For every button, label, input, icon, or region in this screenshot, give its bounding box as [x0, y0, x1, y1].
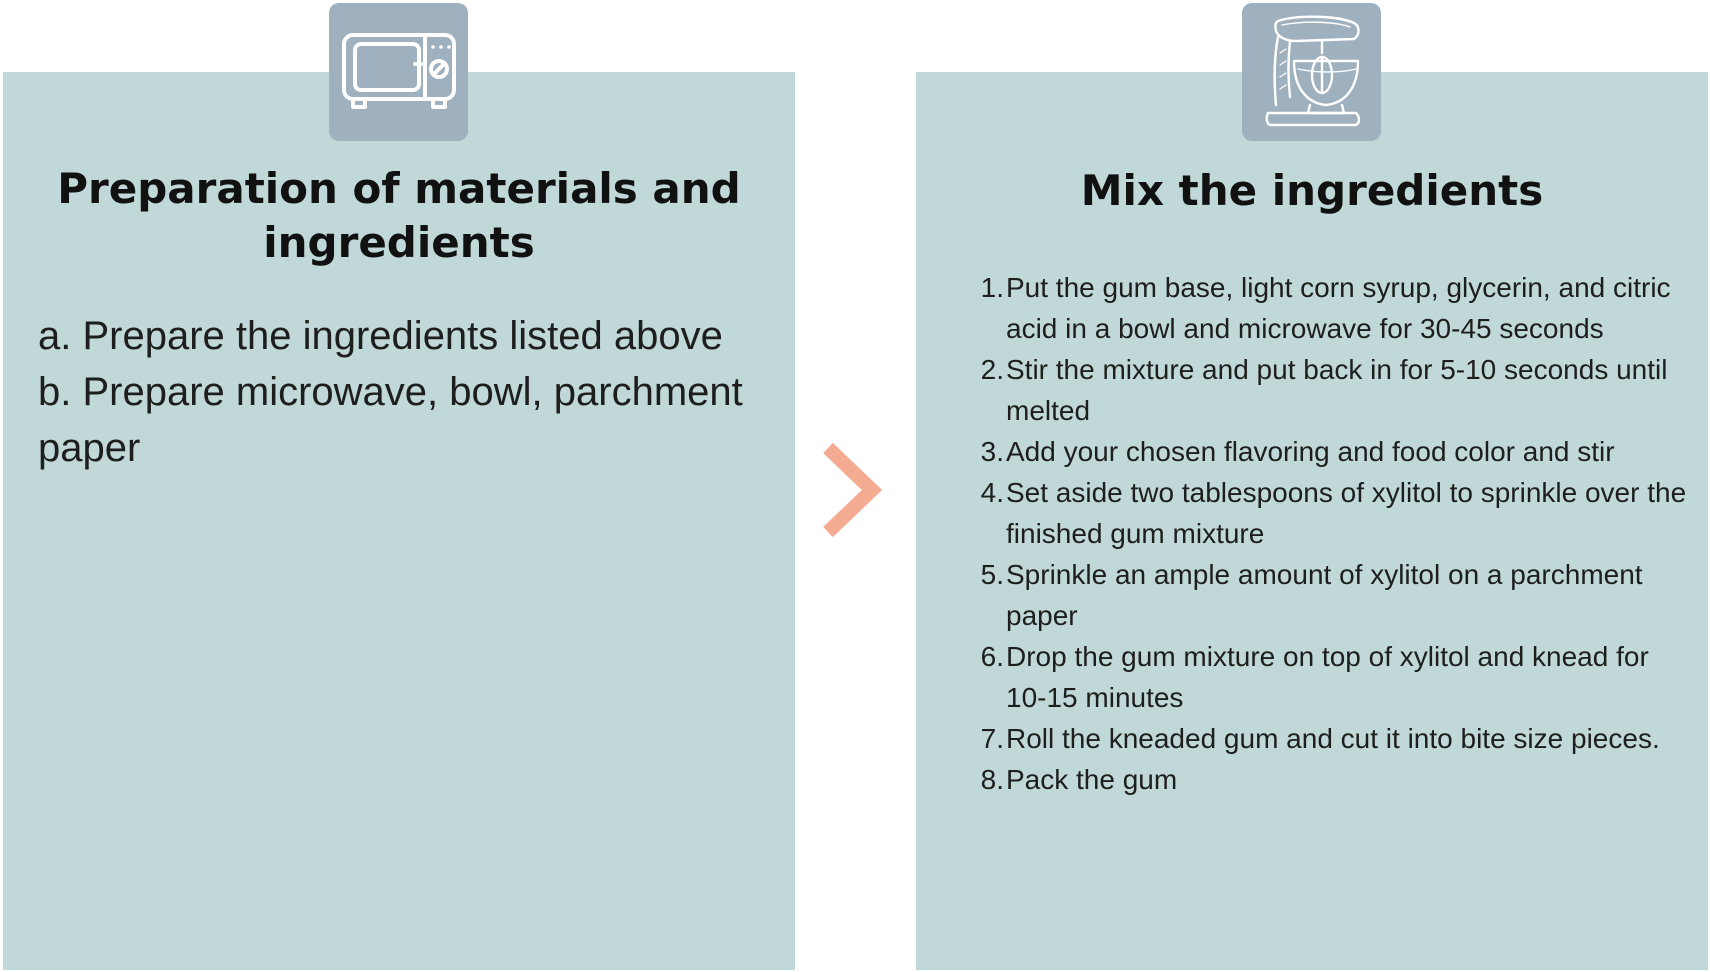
mix-title: Mix the ingredients	[1080, 166, 1544, 215]
preparation-list: a. Prepare the ingredients listed above …	[38, 308, 765, 476]
stand-mixer-icon-tile	[1242, 3, 1381, 141]
list-item: 5. Sprinkle an ample amount of xylitol on…	[980, 559, 1643, 631]
preparation-title: Preparation of materials and ingredients	[57, 164, 741, 267]
list-item: 3. Add your chosen flavoring and food col…	[980, 436, 1615, 467]
list-item: 2. Stir the mixture and put back in for 5…	[980, 354, 1668, 426]
mix-panel: Mix the ingredients 1. Put the gum base, …	[916, 72, 1708, 970]
preparation-item-a: a. Prepare the ingredients listed above	[38, 314, 723, 358]
list-item: 7. Roll the kneaded gum and cut it into b…	[980, 723, 1660, 754]
list-item: 1. Put the gum base, light corn syrup, gl…	[980, 272, 1671, 344]
microwave-icon-tile	[329, 3, 468, 141]
mix-steps-list: 1. Put the gum base, light corn syrup, gl…	[978, 267, 1688, 800]
list-item: 6. Drop the gum mixture on top of xylitol…	[980, 641, 1649, 713]
chevron-right-icon	[820, 440, 890, 540]
list-item: 4. Set aside two tablespoons of xylitol t…	[980, 477, 1687, 549]
stand-mixer-icon	[1264, 15, 1360, 127]
preparation-item-b: b. Prepare microwave, bowl, parchment pa…	[38, 370, 743, 470]
list-item: 8. Pack the gum	[980, 764, 1178, 795]
preparation-panel: Preparation of materials and ingredients…	[3, 72, 795, 970]
microwave-icon	[341, 33, 456, 109]
